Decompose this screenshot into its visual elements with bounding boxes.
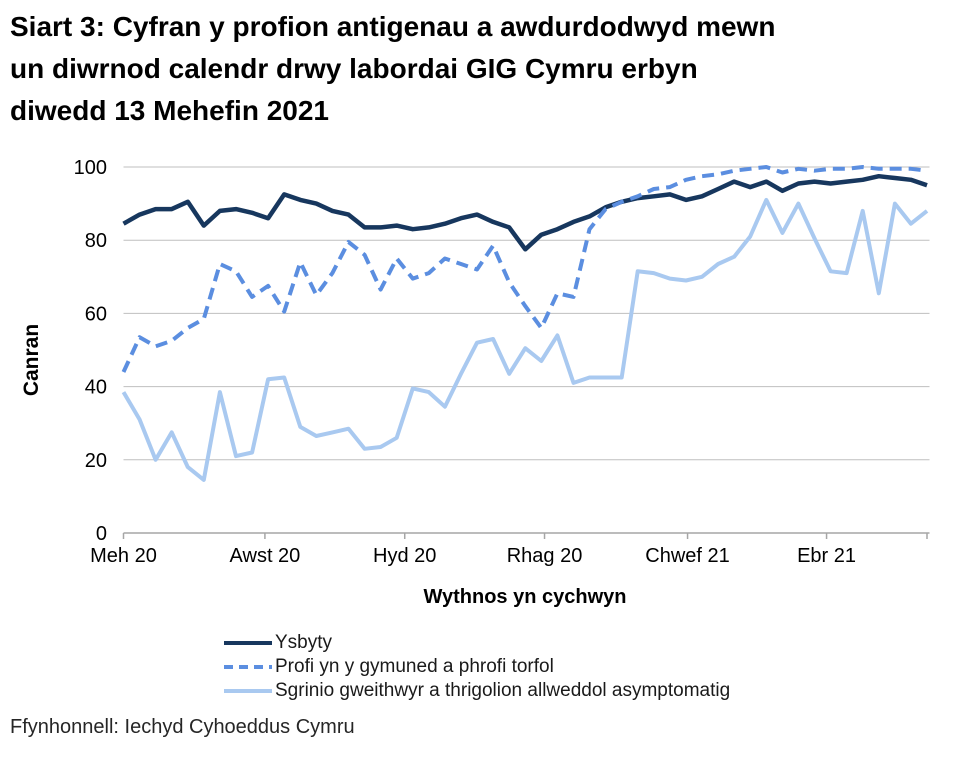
y-tick-label: 20 bbox=[85, 450, 107, 472]
legend-label: Sgrinio gweithwyr a thrigolion allweddol… bbox=[275, 680, 731, 701]
x-tick-label: Rhag 20 bbox=[507, 545, 583, 567]
series-line-1 bbox=[121, 165, 928, 373]
x-tick-label: Ebr 21 bbox=[797, 545, 856, 567]
chart-title-line-1: Siart 3: Cyfran y profion antigenau a aw… bbox=[10, 11, 776, 42]
x-tick-label: Chwef 21 bbox=[645, 545, 730, 567]
legend-key-dashed-blue-line bbox=[224, 665, 272, 669]
source-note: Ffynhonnell: Iechyd Cyhoeddus Cymru bbox=[10, 716, 355, 738]
legend-label: Profi yn y gymuned a phrofi torfol bbox=[275, 656, 554, 677]
x-tick-label: Awst 20 bbox=[230, 545, 301, 567]
y-tick-label: 0 bbox=[96, 523, 107, 545]
y-tick-label: 40 bbox=[85, 377, 107, 399]
x-axis-title: Wythnos yn cychwyn bbox=[423, 586, 626, 608]
y-tick-label: 60 bbox=[85, 303, 107, 325]
legend: Ysbyty Profi yn y gymuned a phrofi torfo… bbox=[224, 631, 730, 703]
chart-title-line-2: un diwrnod calendr drwy labordai GIG Cym… bbox=[10, 53, 698, 84]
legend-item-ysbyty: Ysbyty bbox=[224, 631, 730, 655]
series-line-0 bbox=[122, 173, 928, 252]
chart-plot-area: Canran Wythnos yn cychwyn 0 20 40 60 80 100 Me… bbox=[20, 157, 930, 608]
chart-title: Siart 3: Cyfran y profion antigenau a aw… bbox=[10, 6, 966, 132]
legend-key-solid-lightblue-line bbox=[224, 689, 272, 693]
legend-item-sgrinio: Sgrinio gweithwyr a thrigolion allweddol… bbox=[224, 679, 730, 703]
legend-key-solid-navy-line bbox=[224, 640, 272, 646]
series-line-2 bbox=[121, 197, 929, 482]
legend-label: Ysbyty bbox=[275, 632, 333, 653]
y-axis-title: Canran bbox=[20, 324, 43, 396]
chart-title-line-3: diwedd 13 Mehefin 2021 bbox=[10, 95, 329, 126]
legend-item-profi: Profi yn y gymuned a phrofi torfol bbox=[224, 655, 730, 679]
x-tick-label: Meh 20 bbox=[90, 545, 157, 567]
y-tick-label: 100 bbox=[74, 157, 107, 179]
y-tick-label: 80 bbox=[85, 230, 107, 252]
x-tick-label: Hyd 20 bbox=[373, 545, 436, 567]
